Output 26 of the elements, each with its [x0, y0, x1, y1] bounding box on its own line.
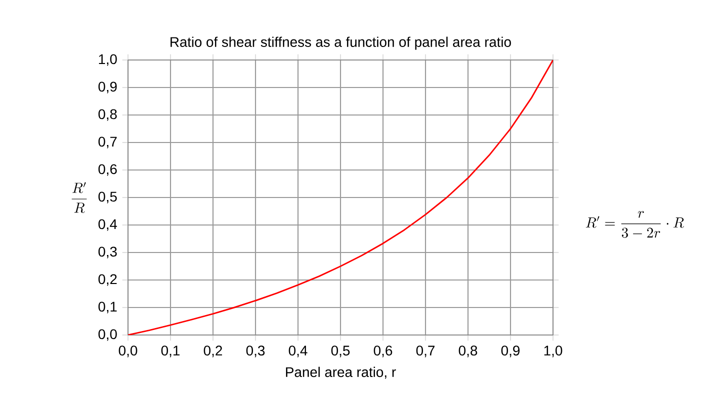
- y-tick-label: 0,5: [98, 192, 117, 204]
- y-tick-label: 0,8: [98, 109, 117, 121]
- y-tick-label: 0,7: [98, 136, 117, 148]
- x-axis-title: Panel area ratio, r: [286, 366, 396, 379]
- x-tick-label: 0,1: [161, 346, 180, 358]
- x-tick-label: 0,8: [458, 346, 478, 358]
- x-tick-label: 0,6: [374, 346, 392, 358]
- y-tick-label: 0,4: [98, 219, 117, 231]
- x-tick-label: 0,3: [246, 346, 265, 358]
- x-tick-label: 0,7: [416, 346, 435, 358]
- x-tick-label: 0,4: [288, 346, 308, 358]
- y-tick-label: 0,1: [98, 302, 117, 314]
- text: $R' = \frac{r}{3-2r}\cdot R$: [586, 211, 684, 238]
- chart-title: Ratio of shear stiffness as a function of panel area ratio: [170, 36, 511, 50]
- y-tick-label: 0,9: [98, 82, 117, 94]
- y-tick-label: 0,6: [98, 164, 117, 176]
- x-tick-label: 0,0: [118, 346, 138, 358]
- y-tick-label: 0,3: [98, 246, 117, 258]
- x-tick-label: 0,2: [204, 346, 222, 358]
- x-tick-label: 0,9: [501, 346, 520, 358]
- x-tick-label: 0,5: [331, 346, 350, 358]
- y-tick-label: 1,0: [98, 54, 117, 66]
- x-tick-label: 1,0: [544, 346, 562, 358]
- y-axis-title: $\frac{R'}{R}$: [72, 182, 87, 213]
- y-tick-label: 0,0: [98, 329, 117, 341]
- y-tick-label: 0,2: [98, 274, 117, 286]
